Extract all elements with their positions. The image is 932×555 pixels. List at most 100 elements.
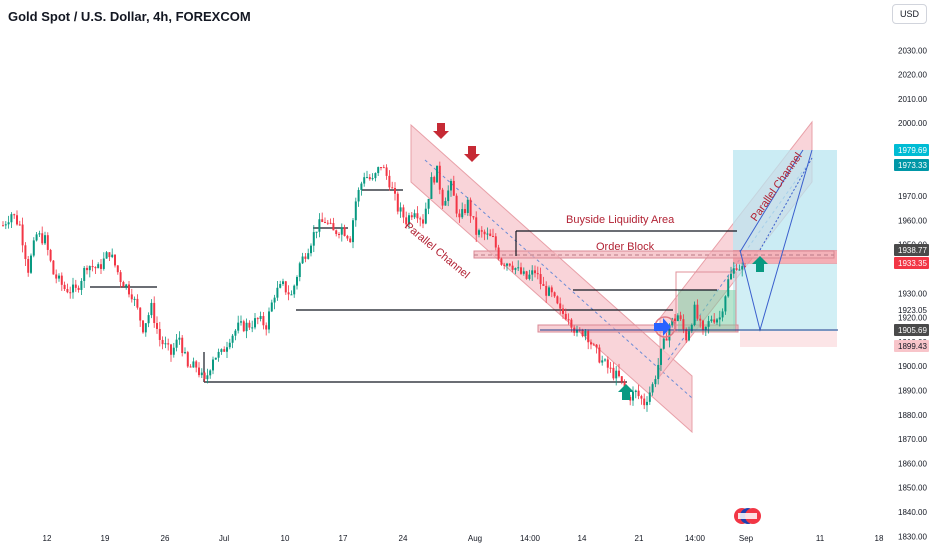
candle-body <box>553 292 556 297</box>
candle-body <box>80 280 83 290</box>
candle-body <box>192 361 195 368</box>
candle-body <box>640 396 643 399</box>
price-tag-bg <box>894 244 929 256</box>
candle-body <box>534 270 536 274</box>
candle-body <box>161 339 164 345</box>
candle-body <box>508 263 511 266</box>
candle-body <box>282 281 284 285</box>
candle-body <box>94 267 97 269</box>
candle-body <box>58 275 60 279</box>
candle-body <box>352 220 354 243</box>
target-zone-lower <box>733 263 837 331</box>
candle-body <box>35 234 38 241</box>
price-tag-label: 1899.43 <box>898 342 927 351</box>
candle-body <box>74 284 77 288</box>
candle-body <box>410 215 413 218</box>
y-tick-label: 1920.00 <box>898 314 927 323</box>
candle-body <box>184 352 186 354</box>
candle-body <box>497 247 500 259</box>
y-tick-label: 2000.00 <box>898 119 927 128</box>
candle-body <box>550 287 553 293</box>
candle-body <box>164 343 167 345</box>
candle-body <box>592 344 595 346</box>
candle-body <box>525 271 528 279</box>
candle-body <box>609 367 612 369</box>
candle-body <box>357 189 360 202</box>
candle-body <box>382 167 385 169</box>
buy-arrow-icon <box>618 384 634 400</box>
candle-body <box>44 235 46 244</box>
candle-body <box>150 302 153 316</box>
candle-body <box>489 233 492 236</box>
candle-body <box>7 222 10 225</box>
candle-body <box>284 281 287 293</box>
candle-body <box>394 187 396 194</box>
candle-body <box>128 284 130 295</box>
candle-body <box>660 348 662 365</box>
candle-body <box>682 319 685 330</box>
x-tick-label: 19 <box>101 534 110 543</box>
candle-body <box>144 323 147 333</box>
candle-body <box>212 359 214 371</box>
buy-arrow-icon <box>752 256 768 272</box>
candle-body <box>388 175 391 188</box>
candle-body <box>486 233 489 235</box>
candle-body <box>172 347 175 355</box>
candle-body <box>475 217 478 235</box>
y-tick-label: 1830.00 <box>898 532 927 541</box>
candle-body <box>506 263 508 266</box>
candle-body <box>707 321 710 327</box>
candle-body <box>374 173 377 179</box>
candle-body <box>88 266 91 271</box>
candle-body <box>240 321 242 323</box>
y-tick-label: 2020.00 <box>898 71 927 80</box>
candle-body <box>377 167 380 174</box>
candle-body <box>693 304 696 325</box>
candle-body <box>142 320 144 333</box>
price-tag: 1905.69 <box>894 324 929 336</box>
candle-body <box>170 344 172 355</box>
candle-body <box>38 233 41 235</box>
candle-body <box>178 337 181 340</box>
candle-body <box>576 329 578 333</box>
candle-body <box>450 180 452 191</box>
candle-body <box>97 264 100 269</box>
candle-body <box>662 338 665 349</box>
candle-body <box>391 187 394 189</box>
candle-body <box>122 281 125 287</box>
candle-body <box>405 217 408 225</box>
candle-body <box>727 279 730 297</box>
currency-selector[interactable]: USD <box>892 4 927 24</box>
candle-body <box>332 223 335 231</box>
candle-body <box>668 325 671 341</box>
price-tag-bg <box>894 159 929 171</box>
candle-body <box>646 401 648 406</box>
candle-body <box>116 265 119 273</box>
candle-body <box>685 329 688 341</box>
candle-body <box>133 298 136 300</box>
candle-body <box>556 296 559 304</box>
candle-body <box>604 359 606 361</box>
chart-title: Gold Spot / U.S. Dollar, 4h, FOREXCOM <box>8 9 251 24</box>
candle-body <box>721 311 724 318</box>
candle-body <box>632 392 634 401</box>
candle-body <box>620 376 623 382</box>
x-tick-label: 26 <box>161 534 170 543</box>
candle-body <box>674 318 676 321</box>
candle-body <box>452 180 455 196</box>
projection-path <box>739 149 804 253</box>
candle-body <box>83 267 86 281</box>
candle-body <box>86 267 88 271</box>
candle-body <box>262 316 265 326</box>
candle-body <box>643 398 646 406</box>
candle-body <box>455 195 458 214</box>
candle-body <box>4 224 7 226</box>
candle-body <box>584 330 587 336</box>
candle-body <box>690 324 693 332</box>
x-tick-label: 21 <box>635 534 644 543</box>
candle-body <box>100 264 102 269</box>
candle-body <box>296 276 298 286</box>
candle-body <box>441 189 444 206</box>
candle-body <box>279 284 282 288</box>
